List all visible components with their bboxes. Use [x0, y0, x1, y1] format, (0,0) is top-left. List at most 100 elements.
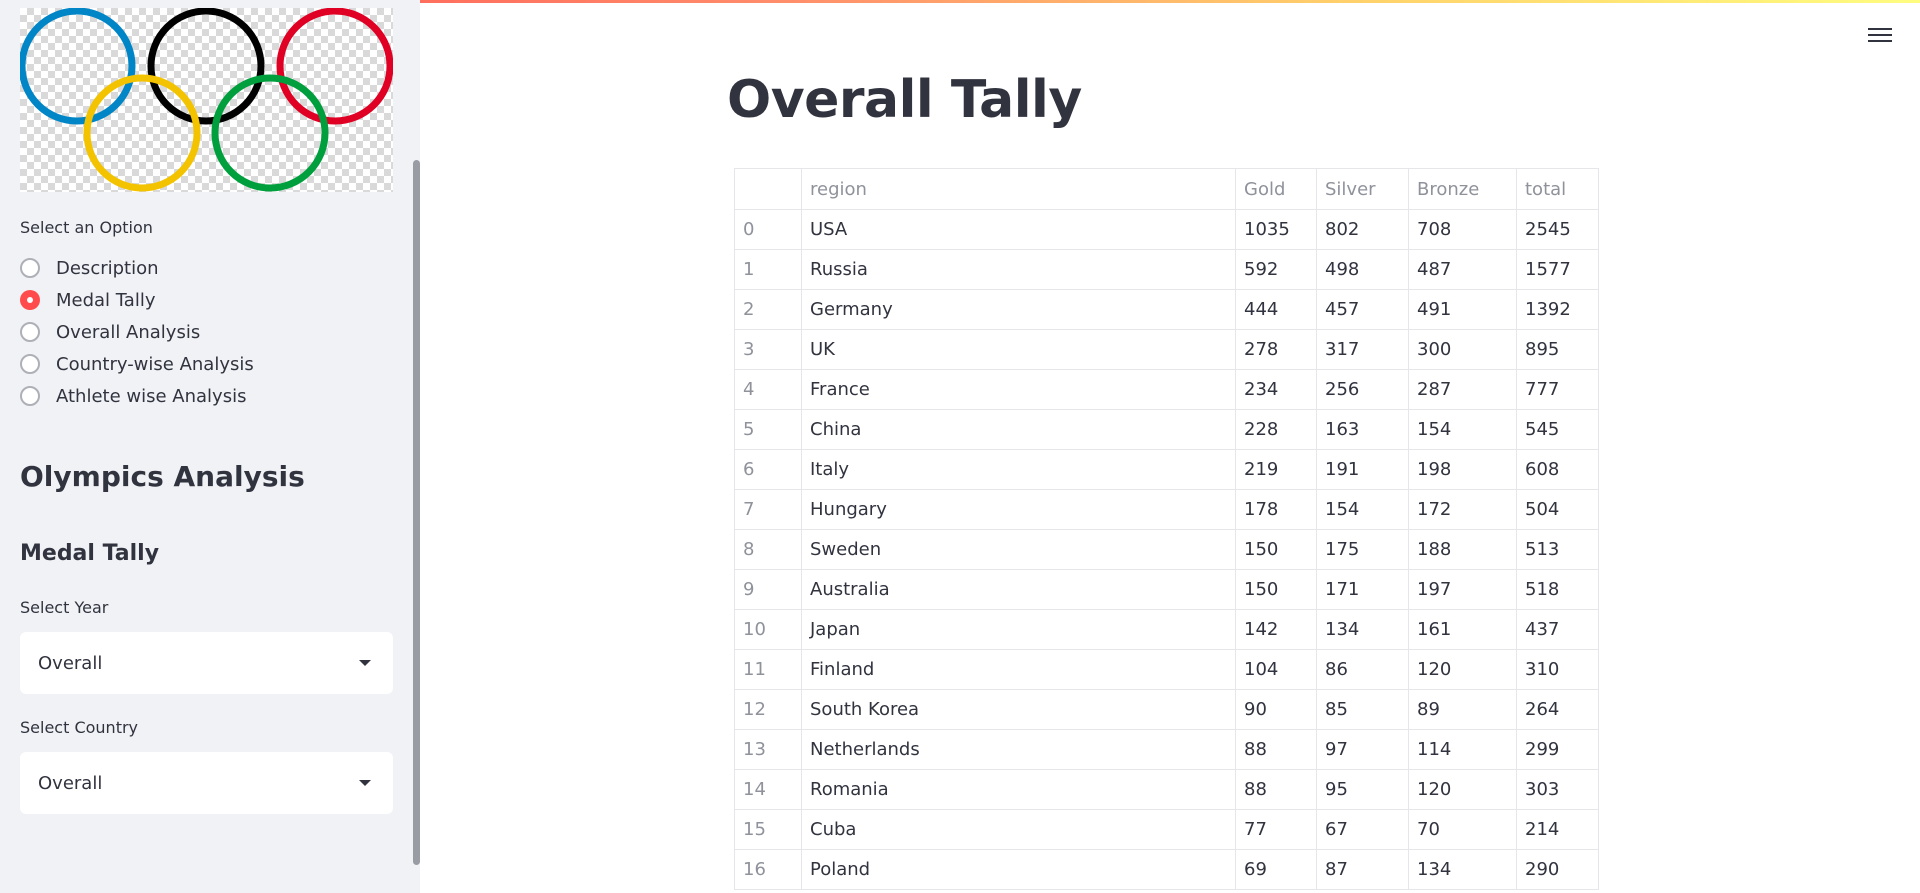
radio-athlete-wise-analysis[interactable]: Athlete wise Analysis — [20, 383, 246, 409]
cell-index[interactable]: 0 — [734, 209, 802, 250]
cell-gold[interactable]: 88 — [1235, 729, 1317, 770]
cell-total[interactable]: 518 — [1516, 569, 1599, 610]
cell-index[interactable]: 8 — [734, 529, 802, 570]
cell-region[interactable]: Germany — [801, 289, 1236, 330]
column-header-gold[interactable]: Gold — [1235, 168, 1317, 210]
radio-circle-icon[interactable] — [20, 354, 40, 374]
cell-silver[interactable]: 154 — [1316, 489, 1409, 530]
cell-region[interactable]: South Korea — [801, 689, 1236, 730]
cell-bronze[interactable]: 300 — [1408, 329, 1517, 370]
cell-region[interactable]: USA — [801, 209, 1236, 250]
radio-selected-icon[interactable] — [20, 290, 40, 310]
cell-gold[interactable]: 150 — [1235, 569, 1317, 610]
cell-index[interactable]: 15 — [734, 809, 802, 850]
year-select[interactable]: Overall — [20, 632, 393, 694]
cell-region[interactable]: Cuba — [801, 809, 1236, 850]
cell-index[interactable]: 1 — [734, 249, 802, 290]
cell-silver[interactable]: 498 — [1316, 249, 1409, 290]
cell-region[interactable]: Finland — [801, 649, 1236, 690]
cell-silver[interactable]: 87 — [1316, 849, 1409, 890]
cell-gold[interactable]: 219 — [1235, 449, 1317, 490]
cell-total[interactable]: 777 — [1516, 369, 1599, 410]
cell-total[interactable]: 545 — [1516, 409, 1599, 450]
cell-bronze[interactable]: 114 — [1408, 729, 1517, 770]
cell-bronze[interactable]: 188 — [1408, 529, 1517, 570]
country-select[interactable]: Overall — [20, 752, 393, 814]
cell-region[interactable]: Netherlands — [801, 729, 1236, 770]
cell-silver[interactable]: 175 — [1316, 529, 1409, 570]
cell-bronze[interactable]: 134 — [1408, 849, 1517, 890]
cell-index[interactable]: 13 — [734, 729, 802, 770]
caret-down-icon[interactable] — [359, 780, 371, 786]
cell-silver[interactable]: 163 — [1316, 409, 1409, 450]
hamburger-menu-icon[interactable] — [1868, 24, 1892, 44]
cell-index[interactable]: 5 — [734, 409, 802, 450]
cell-region[interactable]: Poland — [801, 849, 1236, 890]
cell-total[interactable]: 2545 — [1516, 209, 1599, 250]
cell-silver[interactable]: 95 — [1316, 769, 1409, 810]
cell-total[interactable]: 437 — [1516, 609, 1599, 650]
cell-gold[interactable]: 278 — [1235, 329, 1317, 370]
radio-circle-icon[interactable] — [20, 386, 40, 406]
cell-total[interactable]: 513 — [1516, 529, 1599, 570]
cell-gold[interactable]: 178 — [1235, 489, 1317, 530]
cell-index[interactable]: 16 — [734, 849, 802, 890]
cell-silver[interactable]: 134 — [1316, 609, 1409, 650]
radio-overall-analysis[interactable]: Overall Analysis — [20, 319, 200, 345]
column-header-region[interactable]: region — [801, 168, 1236, 210]
cell-gold[interactable]: 77 — [1235, 809, 1317, 850]
cell-index[interactable]: 2 — [734, 289, 802, 330]
cell-gold[interactable]: 228 — [1235, 409, 1317, 450]
cell-bronze[interactable]: 287 — [1408, 369, 1517, 410]
cell-region[interactable]: Italy — [801, 449, 1236, 490]
cell-total[interactable]: 264 — [1516, 689, 1599, 730]
radio-circle-icon[interactable] — [20, 322, 40, 342]
cell-bronze[interactable]: 172 — [1408, 489, 1517, 530]
cell-bronze[interactable]: 708 — [1408, 209, 1517, 250]
cell-gold[interactable]: 150 — [1235, 529, 1317, 570]
column-header-total[interactable]: total — [1516, 168, 1599, 210]
cell-index[interactable]: 6 — [734, 449, 802, 490]
radio-country-wise-analysis[interactable]: Country-wise Analysis — [20, 351, 254, 377]
cell-index[interactable]: 4 — [734, 369, 802, 410]
cell-region[interactable]: Sweden — [801, 529, 1236, 570]
cell-region[interactable]: China — [801, 409, 1236, 450]
cell-index[interactable]: 9 — [734, 569, 802, 610]
cell-gold[interactable]: 69 — [1235, 849, 1317, 890]
column-header-silver[interactable]: Silver — [1316, 168, 1409, 210]
cell-silver[interactable]: 256 — [1316, 369, 1409, 410]
cell-bronze[interactable]: 120 — [1408, 649, 1517, 690]
cell-silver[interactable]: 317 — [1316, 329, 1409, 370]
cell-gold[interactable]: 1035 — [1235, 209, 1317, 250]
cell-total[interactable]: 1577 — [1516, 249, 1599, 290]
cell-gold[interactable]: 142 — [1235, 609, 1317, 650]
cell-index[interactable]: 14 — [734, 769, 802, 810]
cell-region[interactable]: UK — [801, 329, 1236, 370]
cell-silver[interactable]: 802 — [1316, 209, 1409, 250]
cell-bronze[interactable]: 120 — [1408, 769, 1517, 810]
cell-region[interactable]: Australia — [801, 569, 1236, 610]
cell-bronze[interactable]: 89 — [1408, 689, 1517, 730]
cell-bronze[interactable]: 197 — [1408, 569, 1517, 610]
cell-region[interactable]: Russia — [801, 249, 1236, 290]
cell-silver[interactable]: 85 — [1316, 689, 1409, 730]
cell-region[interactable]: Romania — [801, 769, 1236, 810]
cell-bronze[interactable]: 491 — [1408, 289, 1517, 330]
cell-silver[interactable]: 171 — [1316, 569, 1409, 610]
cell-silver[interactable]: 67 — [1316, 809, 1409, 850]
cell-total[interactable]: 299 — [1516, 729, 1599, 770]
cell-total[interactable]: 504 — [1516, 489, 1599, 530]
cell-gold[interactable]: 444 — [1235, 289, 1317, 330]
cell-total[interactable]: 214 — [1516, 809, 1599, 850]
cell-total[interactable]: 303 — [1516, 769, 1599, 810]
cell-bronze[interactable]: 70 — [1408, 809, 1517, 850]
column-header-index[interactable] — [734, 168, 802, 210]
cell-index[interactable]: 11 — [734, 649, 802, 690]
cell-gold[interactable]: 90 — [1235, 689, 1317, 730]
radio-description[interactable]: Description — [20, 255, 159, 281]
cell-bronze[interactable]: 161 — [1408, 609, 1517, 650]
cell-silver[interactable]: 457 — [1316, 289, 1409, 330]
radio-medal-tally[interactable]: Medal Tally — [20, 287, 155, 313]
cell-index[interactable]: 3 — [734, 329, 802, 370]
cell-bronze[interactable]: 487 — [1408, 249, 1517, 290]
